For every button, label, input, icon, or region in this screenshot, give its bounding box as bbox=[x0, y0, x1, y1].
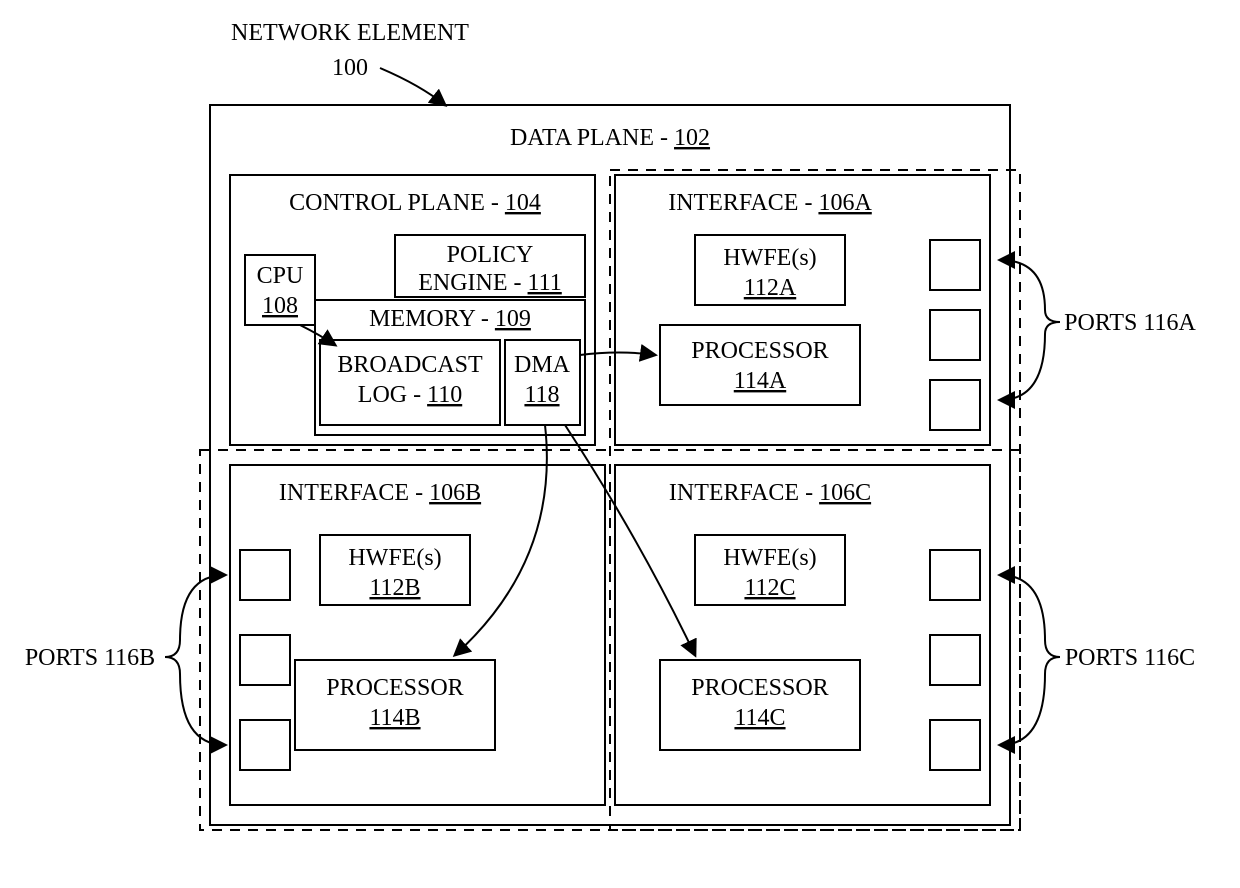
port-box bbox=[930, 635, 980, 685]
ports-c-group bbox=[930, 550, 980, 770]
data-plane-label: DATA PLANE - 102 bbox=[510, 125, 710, 151]
hwfe-a-ref: 112A bbox=[744, 275, 797, 301]
ports-b-group bbox=[240, 550, 290, 770]
broadcast-log-label2: LOG - 110 bbox=[358, 382, 462, 408]
cpu-label: CPU bbox=[257, 263, 304, 289]
processor-b-ref: 114B bbox=[369, 705, 420, 731]
hwfe-c-label: HWFE(s) bbox=[723, 545, 816, 571]
processor-c-ref: 114C bbox=[734, 705, 785, 731]
title-text: NETWORK ELEMENT bbox=[231, 20, 469, 46]
port-box bbox=[240, 635, 290, 685]
policy-engine-label1: POLICY bbox=[447, 242, 534, 268]
ports-b-brace bbox=[165, 575, 225, 745]
title-ref: 100 bbox=[332, 55, 368, 81]
processor-a-label: PROCESSOR bbox=[691, 338, 828, 364]
policy-engine-label2: ENGINE - 111 bbox=[418, 270, 562, 296]
ports-a-group bbox=[930, 240, 980, 430]
dma-label: DMA bbox=[514, 352, 571, 378]
processor-c-label: PROCESSOR bbox=[691, 675, 828, 701]
control-plane-label: CONTROL PLANE - 104 bbox=[289, 190, 541, 216]
interface-a-label: INTERFACE - 106A bbox=[668, 190, 872, 216]
port-box bbox=[930, 240, 980, 290]
ports-a-label: PORTS 116A bbox=[1064, 310, 1196, 336]
interface-b-label: INTERFACE - 106B bbox=[279, 480, 481, 506]
cpu-ref: 108 bbox=[262, 293, 298, 319]
interface-c-label: INTERFACE - 106C bbox=[669, 480, 871, 506]
port-box bbox=[930, 720, 980, 770]
port-box bbox=[930, 310, 980, 360]
processor-b-label: PROCESSOR bbox=[326, 675, 463, 701]
ports-c-label: PORTS 116C bbox=[1065, 645, 1195, 671]
hwfe-a-label: HWFE(s) bbox=[723, 245, 816, 271]
processor-a-ref: 114A bbox=[734, 368, 787, 394]
hwfe-b-ref: 112B bbox=[369, 575, 420, 601]
port-box bbox=[240, 550, 290, 600]
broadcast-log-label1: BROADCAST bbox=[337, 352, 483, 378]
title-arrow bbox=[380, 68, 445, 105]
port-box bbox=[240, 720, 290, 770]
network-element-diagram: NETWORK ELEMENT 100 DATA PLANE - 102 CON… bbox=[0, 0, 1240, 888]
hwfe-b-label: HWFE(s) bbox=[348, 545, 441, 571]
memory-label: MEMORY - 109 bbox=[369, 306, 531, 332]
ports-b-label: PORTS 116B bbox=[25, 645, 155, 671]
hwfe-c-ref: 112C bbox=[744, 575, 795, 601]
port-box bbox=[930, 380, 980, 430]
port-box bbox=[930, 550, 980, 600]
dma-ref: 118 bbox=[524, 382, 559, 408]
